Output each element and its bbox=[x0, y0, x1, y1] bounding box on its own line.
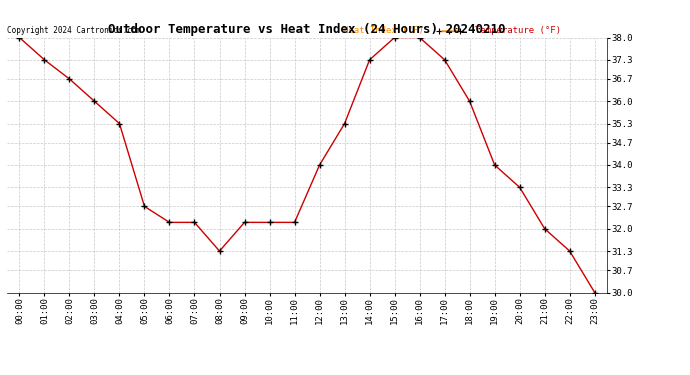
Title: Outdoor Temperature vs Heat Index (24 Hours) 20240210: Outdoor Temperature vs Heat Index (24 Ho… bbox=[108, 23, 506, 36]
Text: Copyright 2024 Cartronics.com: Copyright 2024 Cartronics.com bbox=[7, 26, 141, 35]
Text: Heat Index (°F): Heat Index (°F) bbox=[343, 26, 424, 35]
Text: Temperature (°F): Temperature (°F) bbox=[475, 26, 561, 35]
